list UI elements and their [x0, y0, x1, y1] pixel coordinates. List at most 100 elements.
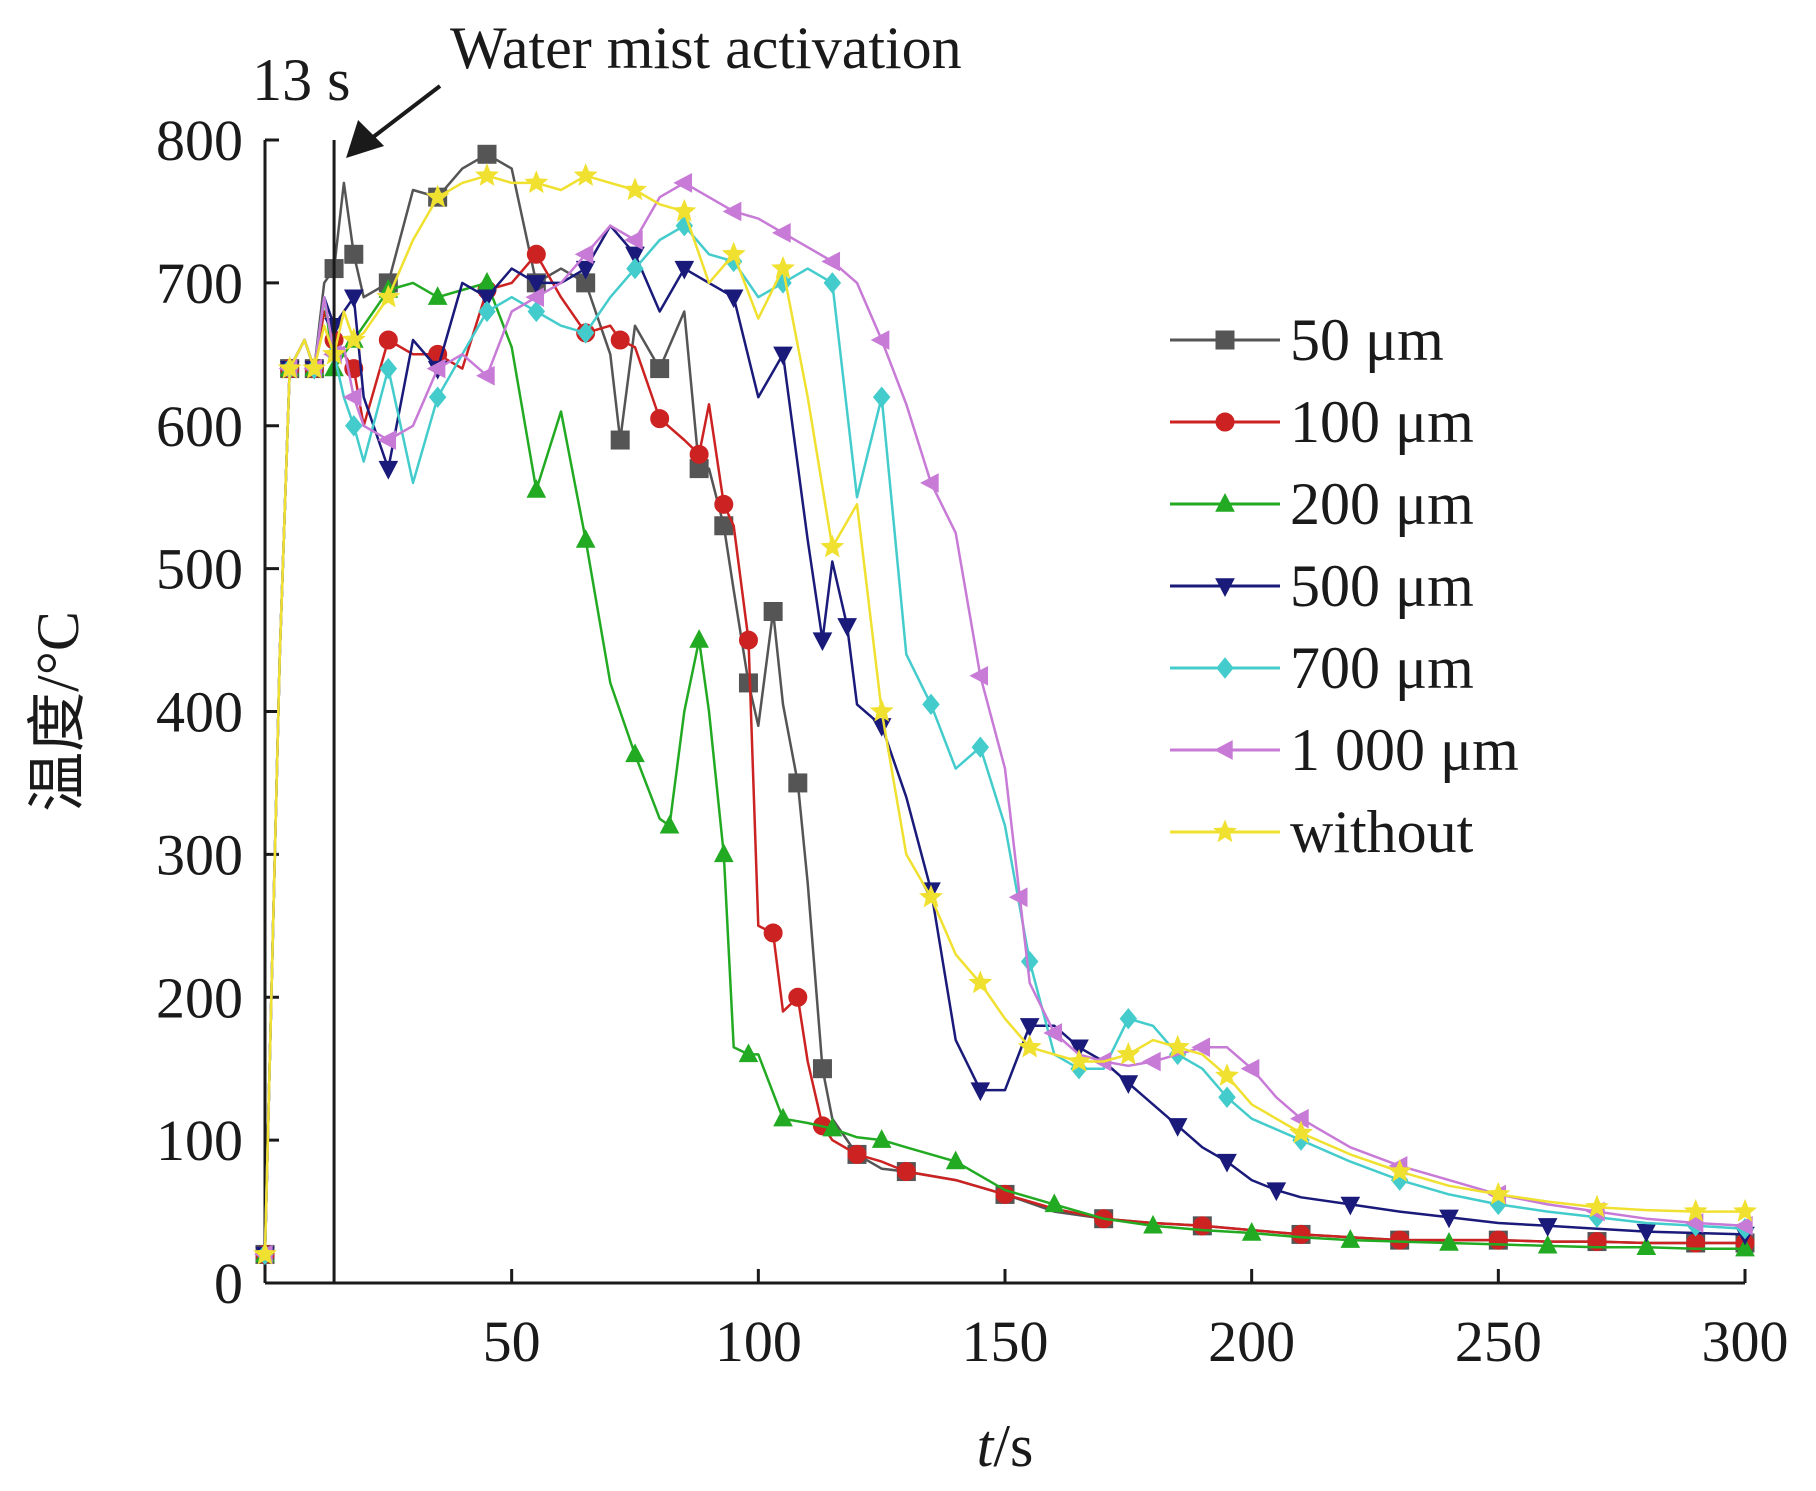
y-tick-label: 600 — [156, 394, 243, 459]
data-point — [945, 1150, 966, 1170]
data-point — [822, 1117, 843, 1137]
data-point — [823, 272, 842, 294]
data-point — [672, 198, 697, 222]
x-tick-label: 250 — [1455, 1309, 1542, 1374]
data-point — [1118, 1075, 1139, 1094]
data-point — [771, 255, 795, 279]
y-tick-label: 0 — [214, 1251, 243, 1316]
data-point — [1537, 1234, 1558, 1254]
legend-label: without — [1290, 799, 1474, 865]
data-point — [870, 330, 890, 350]
data-point — [1043, 1023, 1063, 1043]
legend-label: 700 μm — [1290, 635, 1474, 701]
data-point — [763, 601, 783, 621]
series-line — [263, 253, 1745, 1255]
data-point — [968, 970, 993, 994]
data-point — [788, 987, 808, 1007]
data-point — [623, 177, 647, 201]
data-point — [1585, 1194, 1609, 1218]
data-point — [626, 257, 644, 280]
y-tick-label: 500 — [156, 537, 243, 602]
data-point — [277, 355, 302, 379]
data-point — [871, 1129, 892, 1148]
data-point — [573, 163, 598, 186]
data-point — [871, 718, 892, 737]
legend-item: 1 000 μm — [1170, 717, 1519, 783]
data-point — [659, 814, 680, 834]
data-point — [478, 300, 496, 323]
data-point — [738, 630, 758, 650]
data-point — [1067, 1048, 1091, 1072]
data-point — [995, 1184, 1015, 1204]
data-point — [919, 884, 943, 908]
data-point — [1439, 1209, 1459, 1229]
data-point — [1636, 1223, 1657, 1243]
data-point — [722, 201, 742, 222]
data-point — [970, 1082, 991, 1102]
x-tick-label: 50 — [483, 1309, 541, 1374]
data-point — [920, 473, 939, 493]
y-tick-label: 400 — [156, 680, 243, 745]
legend-item: 700 μm — [1170, 635, 1474, 701]
data-point — [1069, 1039, 1089, 1059]
data-point — [721, 241, 746, 265]
data-point — [1683, 1198, 1708, 1222]
data-point — [723, 289, 744, 309]
y-ticks: 0 100 200 300 400 500 600 700 800 — [156, 108, 279, 1316]
data-point — [821, 251, 841, 272]
data-point — [773, 346, 793, 366]
data-point — [1289, 1120, 1313, 1144]
data-point — [575, 260, 596, 280]
legend-item: without — [1170, 799, 1474, 865]
x-tick-label: 200 — [1208, 1309, 1295, 1374]
data-point — [1167, 1118, 1188, 1137]
data-point — [1143, 1214, 1163, 1234]
data-point — [426, 358, 446, 379]
legend-swatch-marker — [1214, 740, 1233, 760]
series-layer — [253, 144, 1757, 1266]
series-1 — [255, 244, 1755, 1264]
legend: 50 μm 100 μm 200 μm 500 μm 700 μm 1 000 μm wit… — [1170, 307, 1519, 865]
data-point — [713, 843, 734, 863]
data-point — [427, 286, 448, 305]
legend-swatch-marker — [1216, 657, 1234, 679]
data-point — [1191, 1037, 1211, 1058]
data-point — [1486, 1181, 1511, 1205]
data-point — [1020, 950, 1039, 973]
data-point — [773, 1107, 793, 1127]
series-line — [263, 174, 1745, 1255]
activation-time-label: 13 s — [252, 47, 350, 113]
data-point — [527, 300, 546, 323]
data-point — [1340, 1196, 1361, 1216]
series-6 — [253, 163, 1757, 1265]
x-tick-label: 150 — [962, 1309, 1049, 1374]
data-point — [847, 1144, 867, 1164]
data-point — [610, 430, 630, 450]
data-point — [302, 355, 327, 379]
data-point — [477, 144, 497, 164]
data-point — [376, 284, 401, 308]
data-point — [1044, 1193, 1065, 1213]
data-point — [650, 359, 670, 379]
data-point — [575, 529, 596, 548]
data-point — [714, 494, 734, 514]
data-point — [428, 386, 447, 408]
data-point — [253, 1241, 277, 1265]
data-point — [343, 289, 364, 309]
legend-item: 200 μm — [1170, 471, 1474, 537]
data-point — [772, 223, 791, 243]
data-point — [576, 322, 595, 344]
data-point — [922, 693, 940, 716]
legend-label: 50 μm — [1290, 307, 1444, 373]
data-point — [738, 1043, 759, 1063]
data-point — [574, 244, 594, 265]
data-point — [788, 773, 808, 793]
data-point — [1733, 1198, 1757, 1222]
arrow-shaft — [362, 84, 442, 146]
activation-arrow — [346, 84, 442, 158]
legend-swatch-marker — [1215, 493, 1235, 512]
data-point — [1488, 1230, 1508, 1250]
series-5 — [254, 173, 1753, 1265]
x-axis-title-variable: t — [977, 1413, 995, 1479]
legend-label: 200 μm — [1290, 471, 1474, 537]
